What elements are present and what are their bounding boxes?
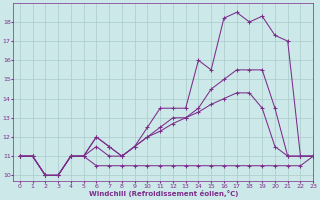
- X-axis label: Windchill (Refroidissement éolien,°C): Windchill (Refroidissement éolien,°C): [89, 190, 238, 197]
